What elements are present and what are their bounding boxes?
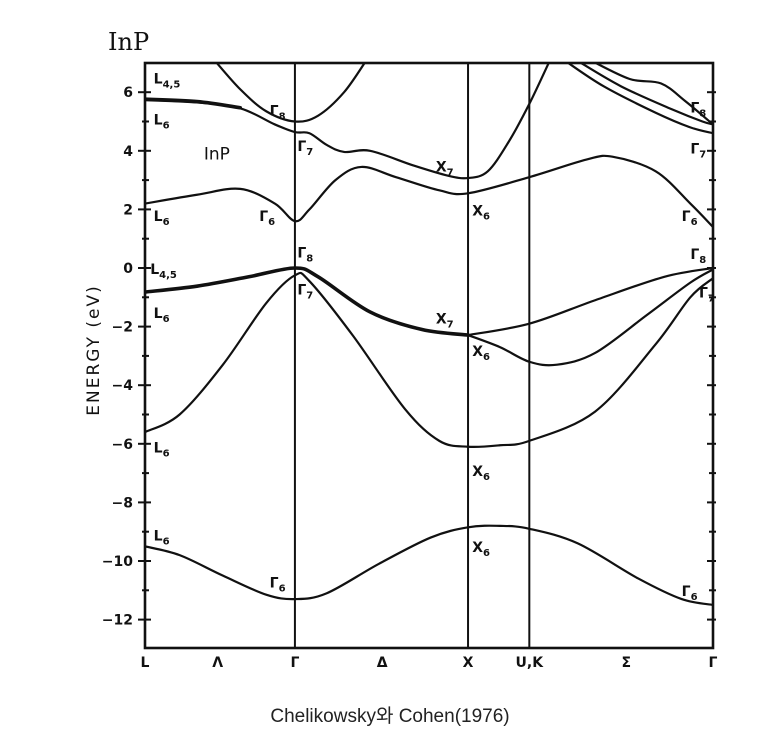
y-tick-label: −12: [102, 613, 133, 629]
band-label: L6: [154, 528, 170, 547]
band-line-band-8: [566, 63, 713, 135]
y-tick-label: −10: [102, 554, 133, 570]
symmetry-lines: [293, 63, 531, 648]
band-label: Γ8: [690, 101, 706, 120]
band-label: Γ7: [297, 139, 313, 158]
band-label: Γ6: [682, 209, 698, 228]
x-tick-label: X: [463, 655, 474, 671]
band-line-band-5: [145, 154, 713, 229]
band-line-band-4: [466, 268, 713, 367]
band-label: X6: [472, 464, 490, 483]
band-line-band-10: [593, 63, 713, 126]
band-line-band-9: [578, 63, 713, 126]
y-tick-label: 4: [123, 144, 133, 160]
band-label: Γ6: [270, 575, 286, 594]
band-label: Γ7: [699, 285, 715, 304]
y-tick-label: 2: [123, 202, 133, 218]
band-label: Γ8: [690, 247, 706, 266]
x-tick-label: Γ: [290, 655, 299, 671]
caption: Chelikowsky와 Cohen(1976): [270, 705, 509, 727]
y-tick-label: 6: [123, 85, 133, 101]
x-axis: L Λ Γ Δ X U,K Σ Γ: [141, 655, 718, 671]
x-tick-label: Σ: [621, 655, 631, 671]
band-label: L6: [154, 112, 170, 131]
band-label: X7: [436, 312, 454, 331]
band-label: L6: [154, 441, 170, 460]
band-line-band-6: [145, 63, 550, 180]
band-label: Γ6: [682, 584, 698, 603]
y-tick-label: −4: [112, 378, 134, 394]
band-label: Γ8: [270, 104, 286, 123]
band-label: Γ7: [297, 282, 313, 301]
band-label: Γ6: [259, 209, 275, 228]
chart-title: InP: [108, 28, 149, 56]
band-label: X7: [436, 159, 454, 178]
band-label: Γ7: [690, 142, 706, 161]
y-tick-label: −6: [112, 437, 133, 453]
y-axis-label: ENERGY (eV): [84, 284, 104, 415]
x-tick-label: L: [141, 655, 150, 671]
y-axis: 6 4 2 0 −2 −4 −6 −8 −10 −12: [102, 85, 716, 629]
band-line-band-3: [145, 266, 470, 337]
x-tick-label: U,K: [516, 655, 545, 671]
band-label: L4,5: [150, 262, 177, 281]
band-label: InP: [204, 145, 230, 165]
annotations: L4,5 L6 InP L6 Γ6 Γ8 Γ7 X7 X6 Γ8 Γ7 Γ6 Γ8 Γ7 L4,5 L6 X7 X…: [150, 71, 715, 603]
y-tick-label: −8: [112, 495, 133, 511]
y-tick-label: −2: [112, 320, 133, 336]
band-label: X6: [472, 344, 490, 363]
band-label: L4,5: [154, 71, 181, 90]
y-tick-label: 0: [123, 261, 133, 277]
band-label: L6: [154, 209, 170, 228]
band-line-band-1: [145, 524, 713, 607]
x-tick-label: Δ: [377, 655, 388, 671]
band-label: X6: [472, 540, 490, 559]
x-tick-label: Λ: [212, 655, 223, 671]
band-line-band-6-thick: [145, 97, 243, 110]
band-line-band-2: [145, 271, 713, 449]
band-line-band-3b: [466, 266, 713, 337]
band-label: L6: [154, 306, 170, 325]
band-label: Γ8: [297, 246, 313, 265]
bands: [145, 63, 713, 607]
band-line-band-7: [215, 63, 366, 123]
x-tick-label: Γ: [709, 655, 718, 671]
band-label: X6: [472, 203, 490, 222]
